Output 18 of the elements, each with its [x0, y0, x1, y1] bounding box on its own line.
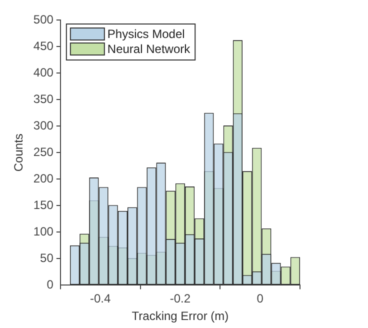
- x-tick-label: -0.4: [90, 292, 112, 306]
- y-tick-label: 500: [33, 12, 54, 26]
- y-tick-label: 100: [33, 224, 54, 238]
- y-tick-label: 350: [33, 92, 54, 106]
- y-tick-label: 300: [33, 118, 54, 132]
- y-tick-label: 450: [33, 38, 54, 53]
- y-axis-title: Counts: [12, 134, 26, 172]
- y-tick-label: 0: [46, 278, 54, 292]
- x-tick-label: 0: [256, 292, 264, 306]
- x-axis-title: Tracking Error (m): [132, 309, 229, 324]
- y-tick-label: 50: [40, 250, 54, 265]
- y-tick-label: 150: [33, 198, 54, 212]
- y-tick-label: 400: [33, 65, 54, 80]
- y-tick-label: 250: [33, 144, 54, 159]
- legend-label: Physics Model: [107, 26, 185, 41]
- x-tick-label: -0.2: [170, 292, 191, 306]
- y-tick-label: 200: [33, 171, 54, 186]
- legend-label: Neural Network: [107, 42, 192, 56]
